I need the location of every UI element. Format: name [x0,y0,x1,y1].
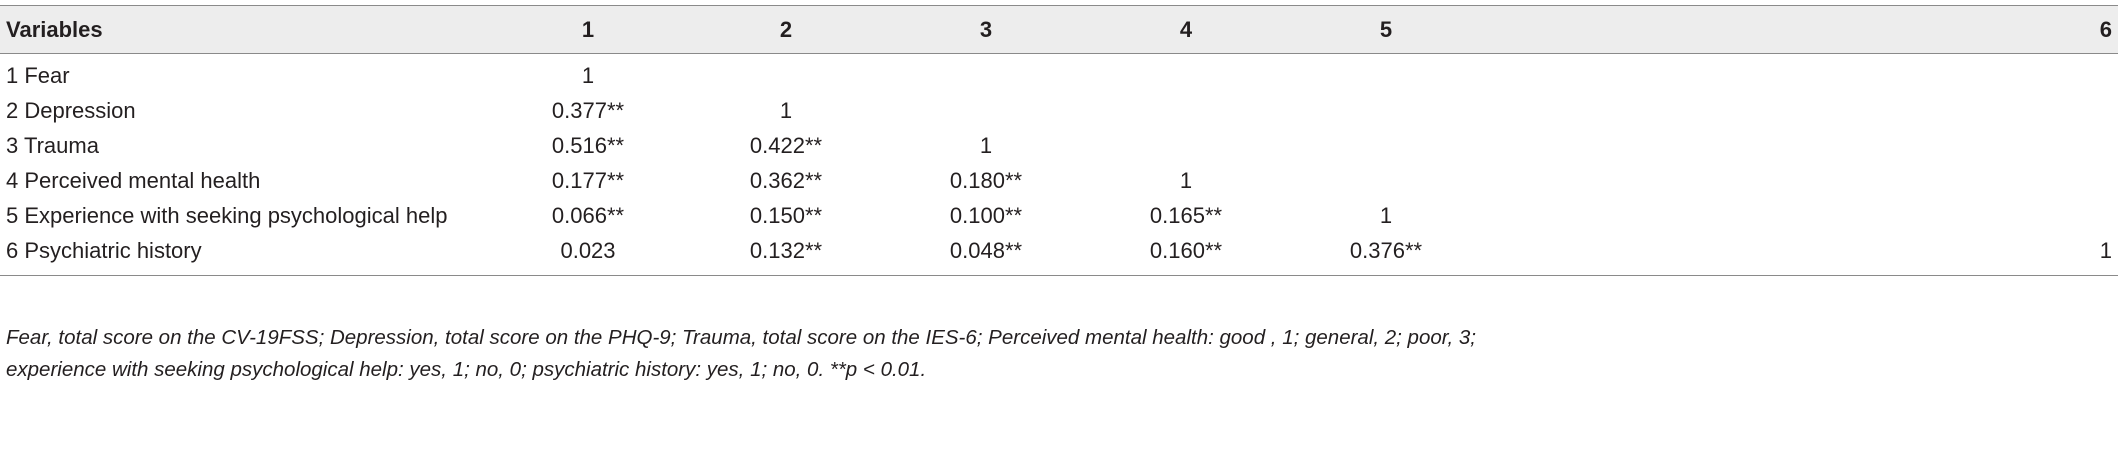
header-col-4: 4 [1086,5,1286,54]
header-col-5: 5 [1286,5,1486,54]
header-col-3: 3 [886,5,1086,54]
table-cell: 1 [1179,168,1193,193]
row-label: 6 Psychiatric history [0,233,490,276]
table-cell: 1 [1379,203,1393,228]
row-label: 1 Fear [6,63,70,89]
table-cell: 1 [1486,233,2118,276]
table-header-row: Variables 1 2 3 4 5 6 [0,5,2118,54]
table-cell: 0.165** [1149,203,1223,228]
table-cell [1086,94,1286,129]
table-row: 6 Psychiatric history 0.023 0.132** 0.04… [0,233,2118,276]
table-cell: 1 [581,63,595,89]
row-label: 4 Perceived mental health [6,168,261,193]
header-col-1: 1 [490,5,686,54]
table-cell [1486,129,2118,164]
table-row: 2 Depression 0.377** 1 [0,94,2118,129]
table-row: 3 Trauma 0.516** 0.422** 1 [0,129,2118,164]
table-cell: 0.377** [551,98,625,123]
table-cell: 0.048** [886,233,1086,276]
table-cell [1286,94,1486,129]
table-cell: 0.177** [551,168,625,193]
table-cell: 0.132** [686,233,886,276]
header-variables: Variables [0,5,490,54]
header-col-2: 2 [686,5,886,54]
table-row: 5 Experience with seeking psychological … [0,199,2118,234]
table-row: 4 Perceived mental health 0.177** 0.362*… [0,164,2118,199]
table-cell [1486,54,2118,94]
table-cell [886,94,1086,129]
table-cell [1286,129,1486,164]
table-cell [1286,164,1486,199]
table-cell: 0.376** [1286,233,1486,276]
row-label: 3 Trauma [6,133,99,158]
footnote-line-1: Fear, total score on the CV-19FSS; Depre… [6,326,1476,349]
table-cell [886,54,1086,94]
correlation-table: Variables 1 2 3 4 5 6 1 Fear 1 2 Depress… [0,5,2118,276]
table-cell [1486,164,2118,199]
table-cell: 1 [779,98,793,123]
table-cell [1486,199,2118,234]
table-cell: 1 [979,133,993,158]
table-cell: 0.023 [490,233,686,276]
table-cell: 0.100** [949,203,1023,228]
table-cell [1486,94,2118,129]
table-cell: 0.516** [551,133,625,158]
table-cell [1286,54,1486,94]
table-cell: 0.160** [1086,233,1286,276]
table-cell [1086,129,1286,164]
row-label: 5 Experience with seeking psychological … [6,203,448,228]
table-cell [686,54,886,94]
table-cell: 0.362** [749,168,823,193]
table-row: 1 Fear 1 [0,54,2118,94]
table-cell: 0.150** [749,203,823,228]
table-cell: 0.066** [551,203,625,228]
footnote-line-2: experience with seeking psychological he… [6,358,927,381]
table-cell: 0.180** [949,168,1023,193]
row-label: 2 Depression [6,98,136,123]
table-cell [1086,54,1286,94]
header-col-6: 6 [1486,5,2118,54]
table-cell: 0.422** [749,133,823,158]
table-footnote: Fear, total score on the CV-19FSS; Depre… [6,322,2112,386]
